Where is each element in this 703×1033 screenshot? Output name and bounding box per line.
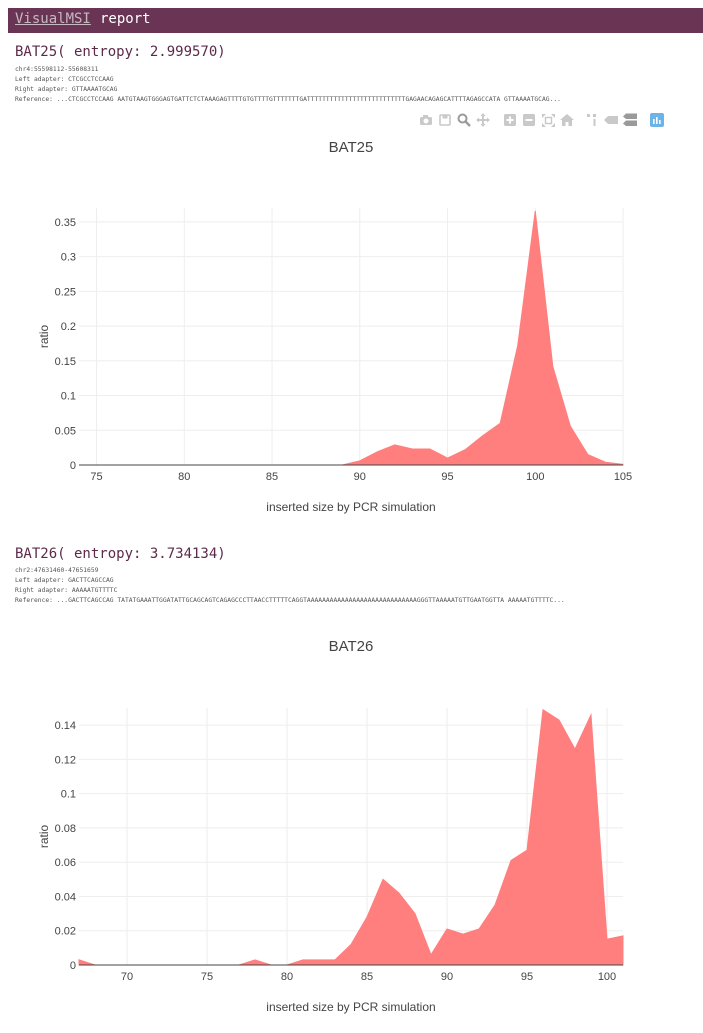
reference-text: Reference: ...CTCGCCTCCAAG AATGTAAGTGGGA… bbox=[15, 96, 561, 103]
zoom-icon[interactable] bbox=[456, 112, 472, 128]
left-adapter-text: Left adapter: CTCGCCTCCAAG bbox=[15, 76, 114, 83]
section-heading-bat25: BAT25( entropy: 2.999570) bbox=[15, 44, 226, 60]
spike-lines-icon[interactable] bbox=[584, 112, 600, 128]
x-tick-label: 90 bbox=[441, 971, 453, 983]
y-tick-label: 0.06 bbox=[55, 857, 76, 869]
y-tick-label: 0.14 bbox=[55, 720, 76, 732]
x-tick-label: 90 bbox=[354, 471, 366, 483]
x-tick-label: 105 bbox=[614, 471, 632, 483]
x-tick-label: 75 bbox=[201, 971, 213, 983]
x-tick-label: 100 bbox=[526, 471, 544, 483]
right-adapter-text: Right adapter: AAAAATGTTTTC bbox=[15, 587, 118, 594]
brand-link[interactable]: VisualMSI bbox=[15, 11, 91, 27]
y-tick-label: 0.08 bbox=[55, 823, 76, 835]
y-tick-label: 0.3 bbox=[61, 252, 76, 264]
x-axis-title: inserted size by PCR simulation bbox=[266, 1000, 435, 1014]
y-tick-label: 0 bbox=[70, 460, 76, 472]
y-tick-label: 0.04 bbox=[55, 891, 76, 903]
ratio-area-series[interactable] bbox=[78, 708, 624, 966]
x-tick-label: 85 bbox=[266, 471, 278, 483]
x-axis-title: inserted size by PCR simulation bbox=[266, 500, 435, 514]
page-title: report bbox=[100, 11, 151, 27]
x-tick-label: 70 bbox=[121, 971, 133, 983]
hover-compare-icon[interactable] bbox=[622, 112, 638, 128]
hover-closest-icon[interactable] bbox=[603, 112, 619, 128]
zoom-out-icon[interactable] bbox=[521, 112, 537, 128]
plotly-logo-icon[interactable] bbox=[649, 112, 665, 128]
y-tick-label: 0.1 bbox=[61, 391, 76, 403]
x-tick-label: 100 bbox=[598, 971, 616, 983]
chart-title: BAT25 bbox=[329, 139, 374, 156]
x-tick-label: 80 bbox=[281, 971, 293, 983]
y-axis-title: ratio bbox=[37, 325, 51, 349]
ratio-area-series[interactable] bbox=[79, 210, 624, 466]
x-tick-label: 85 bbox=[361, 971, 373, 983]
locus-text: chr4:55598112-55608311 bbox=[15, 66, 99, 73]
save-icon[interactable] bbox=[437, 112, 453, 128]
y-tick-label: 0 bbox=[70, 960, 76, 972]
y-tick-label: 0.1 bbox=[61, 789, 76, 801]
y-tick-label: 0.05 bbox=[55, 425, 76, 437]
bat25-chart[interactable]: BAT25 75 80 85 90 95 100 105 0 0.05 0.1 0.15 0.2 0.25… bbox=[0, 130, 703, 520]
left-adapter-text: Left adapter: GACTTCAGCCAG bbox=[15, 577, 114, 584]
y-tick-label: 0.35 bbox=[55, 217, 76, 229]
plot-toolbar bbox=[418, 112, 668, 128]
right-adapter-text: Right adapter: GTTAAAATGCAG bbox=[15, 86, 118, 93]
x-tick-label: 95 bbox=[521, 971, 533, 983]
y-tick-label: 0.25 bbox=[55, 286, 76, 298]
bat26-chart[interactable]: BAT26 70 75 80 85 90 95 100 0 0.02 0.04 0.06 0.08 0.1… bbox=[0, 630, 703, 1030]
y-tick-label: 0.2 bbox=[61, 321, 76, 333]
camera-icon[interactable] bbox=[418, 112, 434, 128]
y-tick-label: 0.02 bbox=[55, 926, 76, 938]
top-bar: VisualMSI report bbox=[8, 8, 703, 33]
pan-icon[interactable] bbox=[475, 112, 491, 128]
locus-text: chr2:47631460-47651659 bbox=[15, 567, 99, 574]
x-tick-label: 75 bbox=[90, 471, 102, 483]
autoscale-icon[interactable] bbox=[540, 112, 556, 128]
home-icon[interactable] bbox=[559, 112, 575, 128]
reference-text: Reference: ...GACTTCAGCCAG TATATGAAATTGG… bbox=[15, 597, 565, 604]
x-tick-label: 80 bbox=[178, 471, 190, 483]
section-heading-bat26: BAT26( entropy: 3.734134) bbox=[15, 546, 226, 562]
x-tick-label: 95 bbox=[441, 471, 453, 483]
y-axis-title: ratio bbox=[37, 825, 51, 849]
zoom-in-icon[interactable] bbox=[502, 112, 518, 128]
y-tick-label: 0.12 bbox=[55, 754, 76, 766]
chart-title: BAT26 bbox=[329, 638, 374, 655]
y-tick-label: 0.15 bbox=[55, 356, 76, 368]
